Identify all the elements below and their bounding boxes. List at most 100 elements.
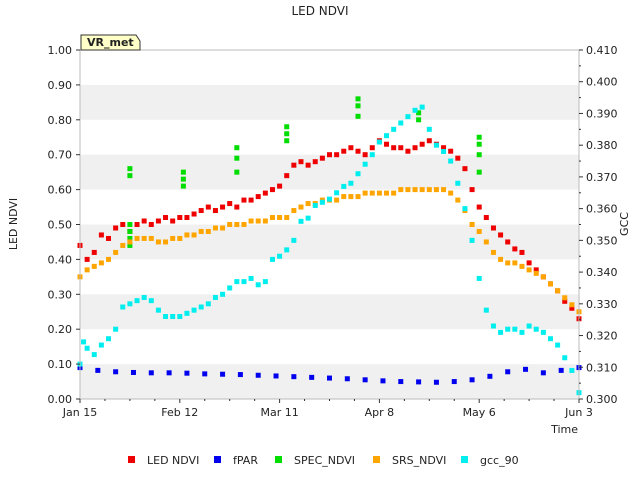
data-point <box>512 246 518 252</box>
data-point <box>170 314 176 320</box>
data-point <box>262 279 268 285</box>
data-point <box>533 267 539 273</box>
y-right-tick-label: 0.400 <box>586 76 618 89</box>
data-point <box>284 124 290 130</box>
data-point <box>91 249 97 255</box>
data-point <box>540 370 546 376</box>
data-point <box>298 204 304 210</box>
data-point <box>455 197 461 203</box>
data-point <box>98 260 104 266</box>
data-point <box>237 372 243 378</box>
data-point <box>341 194 347 200</box>
data-point <box>163 239 169 245</box>
data-point <box>227 201 233 207</box>
data-point <box>134 235 140 241</box>
data-point <box>448 148 454 154</box>
data-point <box>369 152 375 158</box>
data-point <box>362 161 368 167</box>
data-point <box>127 166 133 172</box>
site-label: VR_met <box>87 36 134 49</box>
data-point <box>170 235 176 241</box>
data-point <box>262 190 268 196</box>
data-point <box>220 204 226 210</box>
data-point <box>198 304 204 310</box>
y-left-tick-label: 0.60 <box>48 184 73 197</box>
y-right-tick-label: 0.300 <box>586 393 618 406</box>
data-point <box>344 376 350 382</box>
data-point <box>451 379 457 385</box>
data-point <box>448 190 454 196</box>
data-point <box>227 222 233 227</box>
legend-label: LED NDVI <box>147 454 199 467</box>
data-point <box>355 194 361 200</box>
data-point <box>227 285 233 291</box>
data-point <box>416 379 422 385</box>
data-point <box>505 369 511 375</box>
y-left-tick-label: 0.70 <box>48 149 73 162</box>
data-point <box>277 183 283 189</box>
data-point <box>312 159 318 165</box>
data-point <box>462 166 468 172</box>
y-left-tick-label: 0.20 <box>48 323 73 336</box>
data-point <box>398 145 404 151</box>
data-point <box>505 239 511 245</box>
data-point <box>569 367 575 373</box>
data-point <box>462 206 468 212</box>
y-axis-right-label: GCC <box>618 212 631 236</box>
data-point <box>312 202 318 208</box>
data-point <box>476 275 482 281</box>
data-point <box>212 225 218 231</box>
grid-bands <box>80 84 579 399</box>
data-point <box>412 187 418 193</box>
data-point <box>177 235 183 241</box>
data-point <box>241 222 247 227</box>
data-point <box>273 373 279 379</box>
data-point <box>284 173 290 179</box>
data-point <box>198 228 204 234</box>
data-point <box>498 329 504 335</box>
data-point <box>106 336 112 342</box>
data-point <box>327 196 332 202</box>
data-point <box>291 237 297 243</box>
x-tick-label: Feb 12 <box>161 406 198 419</box>
data-point <box>184 370 190 376</box>
data-point <box>519 329 525 335</box>
data-point <box>298 218 304 224</box>
data-point <box>569 305 575 311</box>
data-point <box>319 199 325 205</box>
data-point <box>547 281 553 287</box>
data-point <box>327 152 332 158</box>
grid-band <box>80 224 579 260</box>
data-point <box>305 215 311 221</box>
data-point <box>348 145 354 151</box>
data-point <box>355 103 361 109</box>
data-point <box>405 148 411 154</box>
data-point <box>334 190 340 196</box>
legend-label: SRS_NDVI <box>392 454 446 467</box>
y-left-tick-label: 0.30 <box>48 288 73 301</box>
data-point <box>134 298 140 304</box>
data-point <box>355 113 361 119</box>
data-point <box>106 235 112 241</box>
grid-band <box>80 154 579 190</box>
data-point <box>291 162 297 168</box>
data-point <box>348 194 354 200</box>
y-left-tick-label: 0.80 <box>48 114 73 127</box>
data-point <box>284 247 290 253</box>
data-point <box>277 215 283 221</box>
data-point <box>177 215 183 221</box>
data-point <box>180 183 186 189</box>
data-point <box>441 145 447 151</box>
data-point <box>405 187 411 193</box>
data-point <box>555 288 561 294</box>
data-point <box>113 249 119 255</box>
data-point <box>248 275 254 281</box>
data-point <box>255 218 261 224</box>
data-point <box>391 145 397 151</box>
data-point <box>298 159 304 165</box>
data-point <box>134 222 140 227</box>
y-right-tick-label: 0.310 <box>586 361 618 374</box>
data-point <box>476 228 482 234</box>
data-point <box>255 282 261 288</box>
data-point <box>120 304 126 310</box>
